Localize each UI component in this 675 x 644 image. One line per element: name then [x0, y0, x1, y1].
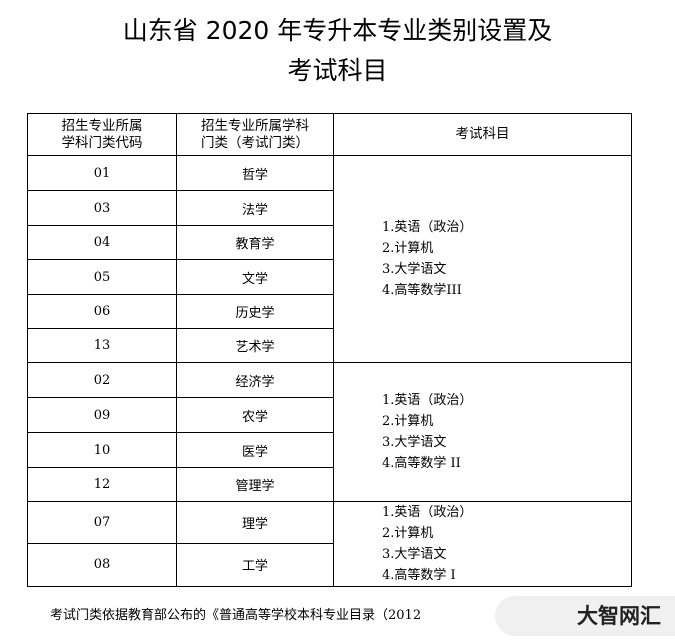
watermark-logo: 大智网汇	[495, 596, 675, 636]
table-row: 03 法学	[27, 190, 632, 226]
category-cell: 艺术学	[176, 328, 334, 363]
subject-table: 招生专业所属 学科门类代码 招生专业所属学科 门类（考试门类） 考试科目 01 哲学 1…	[27, 113, 632, 588]
subject-item: 2.计算机	[382, 414, 434, 429]
table-row: 07 理学 1.英语（政治） 2.计算机 3.大学语文 4.高等数学 I	[27, 501, 632, 587]
table-row: 02 经济学 1.英语（政治） 2.计算机 3.大学语文 4.高等数学 II	[27, 362, 632, 502]
code-cell: 04	[27, 225, 177, 260]
subject-item: 1.英语（政治）	[382, 393, 473, 408]
code-cell: 02	[27, 362, 177, 398]
subjects-cell: 1.英语（政治） 2.计算机 3.大学语文 4.高等数学 II	[333, 362, 632, 502]
subject-item: 2.计算机	[382, 241, 434, 256]
category-cell: 教育学	[176, 225, 334, 260]
subject-item: 3.大学语文	[382, 262, 447, 277]
table-row: 13 艺术学	[27, 328, 632, 363]
table-row: 08 工学	[27, 542, 632, 588]
category-cell: 工学	[176, 542, 334, 588]
category-cell: 哲学	[176, 155, 334, 191]
code-cell: 10	[27, 432, 177, 468]
table-row: 06 历史学	[27, 294, 632, 329]
category-cell: 经济学	[176, 362, 334, 398]
table-row: 10 医学	[27, 432, 632, 468]
header-subjects: 考试科目	[333, 113, 632, 156]
code-cell: 06	[27, 294, 177, 329]
subjects-cell: 1.英语（政治） 2.计算机 3.大学语文 4.高等数学 I	[333, 501, 632, 587]
table-row: 12 管理学	[27, 467, 632, 502]
table-row: 09 农学	[27, 397, 632, 433]
category-cell: 医学	[176, 432, 334, 468]
subject-item: 4.高等数学III	[382, 283, 462, 298]
code-cell: 03	[27, 190, 177, 226]
code-cell: 13	[27, 328, 177, 363]
category-cell: 文学	[176, 259, 334, 295]
table-row: 05 文学	[27, 259, 632, 295]
footnote: 考试门类依据教育部公布的《普通高等学校本科专业目录（2012	[50, 608, 422, 623]
subject-item: 4.高等数学 I	[382, 568, 456, 583]
subject-item: 1.英语（政治）	[382, 220, 473, 235]
category-cell: 法学	[176, 190, 334, 226]
page-title: 山东省 2020 年专升本专业类别设置及	[122, 16, 553, 45]
table-row: 01 哲学 1.英语（政治） 2.计算机 3.大学语文 4.高等数学III	[27, 155, 632, 363]
code-cell: 05	[27, 259, 177, 295]
table-row: 04 教育学	[27, 225, 632, 260]
code-cell: 12	[27, 467, 177, 502]
subjects-cell: 1.英语（政治） 2.计算机 3.大学语文 4.高等数学III	[333, 155, 632, 363]
subject-item: 3.大学语文	[382, 547, 447, 562]
header-category: 招生专业所属学科 门类（考试门类）	[176, 113, 334, 156]
subject-item: 1.英语（政治）	[382, 505, 473, 520]
subject-item: 3.大学语文	[382, 435, 447, 450]
code-cell: 09	[27, 397, 177, 433]
header-code: 招生专业所属 学科门类代码	[27, 113, 177, 156]
code-cell: 08	[27, 542, 177, 588]
table-header: 招生专业所属 学科门类代码 招生专业所属学科 门类（考试门类） 考试科目	[27, 113, 632, 156]
subject-item: 2.计算机	[382, 526, 434, 541]
category-cell: 理学	[176, 501, 334, 544]
code-cell: 01	[27, 155, 177, 191]
category-cell: 管理学	[176, 467, 334, 502]
code-cell: 07	[27, 501, 177, 544]
subject-item: 4.高等数学 II	[382, 456, 461, 471]
category-cell: 农学	[176, 397, 334, 433]
page-subtitle: 考试科目	[287, 56, 388, 85]
category-cell: 历史学	[176, 294, 334, 329]
